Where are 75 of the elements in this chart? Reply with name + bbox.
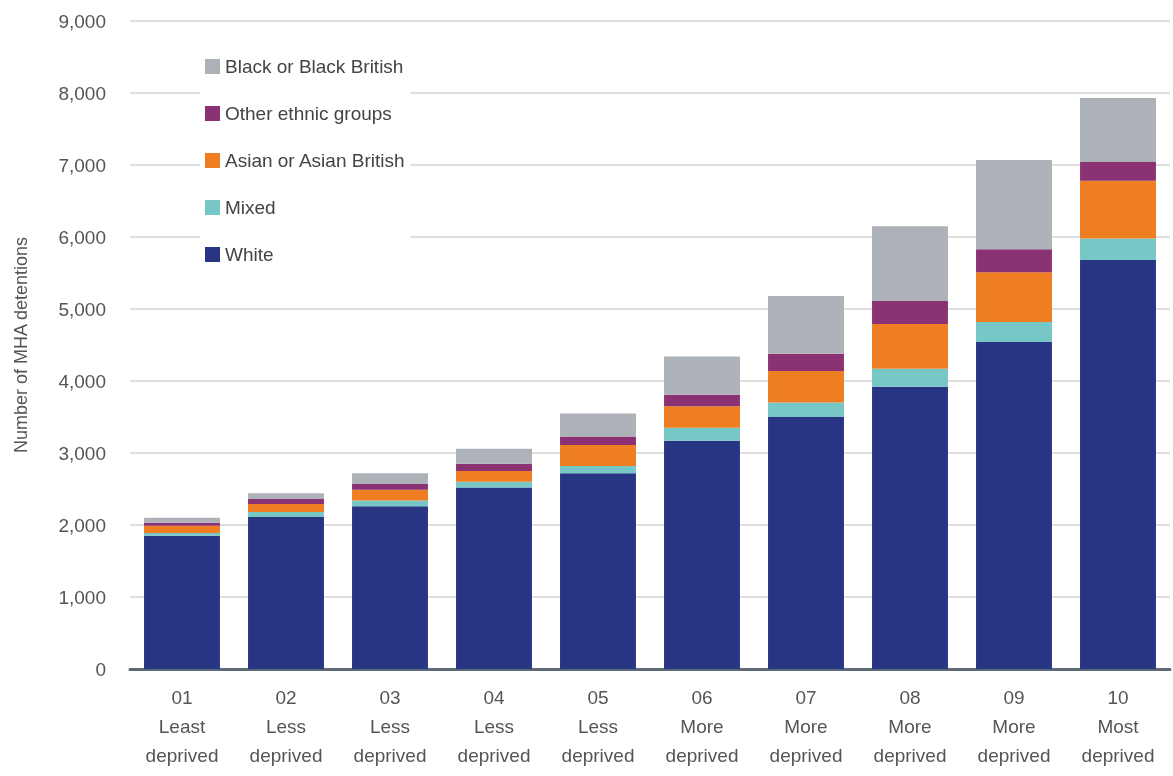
bar xyxy=(560,445,636,466)
x-tick-label: 09 More deprived xyxy=(977,687,1051,766)
x-tick-label: 03 Less deprived xyxy=(353,687,427,766)
x-tick-label: 05 Less deprived xyxy=(561,687,635,766)
bar xyxy=(872,386,948,669)
bar xyxy=(352,483,428,490)
y-axis-title: Number of MHA detentions xyxy=(11,236,31,454)
bar xyxy=(456,481,532,488)
bar xyxy=(664,356,740,395)
bar xyxy=(144,522,220,526)
bar xyxy=(248,499,324,505)
bar xyxy=(560,436,636,446)
bar xyxy=(1080,98,1156,163)
y-tick-label: 7,000 xyxy=(58,154,106,176)
bar xyxy=(768,296,844,354)
bar xyxy=(144,517,220,523)
bar xyxy=(560,473,636,669)
bar xyxy=(352,489,428,501)
bar xyxy=(768,353,844,371)
bar xyxy=(664,427,740,441)
bar xyxy=(1080,162,1156,181)
legend-label: Mixed xyxy=(225,197,276,218)
bar xyxy=(560,413,636,437)
x-tick-label: 01 Least deprived xyxy=(145,687,219,766)
bar xyxy=(768,402,844,417)
y-tick-label: 2,000 xyxy=(58,514,106,536)
bar xyxy=(664,394,740,407)
bar xyxy=(976,342,1052,669)
bar xyxy=(976,159,1052,250)
bar xyxy=(768,370,844,403)
bar xyxy=(248,493,324,500)
y-tick-label: 4,000 xyxy=(58,370,106,392)
bar xyxy=(456,471,532,482)
bar xyxy=(872,368,948,387)
x-tick-label: 08 More deprived xyxy=(873,687,947,766)
bar xyxy=(560,465,636,474)
y-tick-label: 0 xyxy=(95,658,106,680)
x-tick-label: 04 Less deprived xyxy=(457,687,531,766)
bar xyxy=(1080,238,1156,261)
x-tick-label: 07 More deprived xyxy=(769,687,843,766)
bar xyxy=(144,535,220,669)
bar xyxy=(144,525,220,533)
y-tick-label: 1,000 xyxy=(58,586,106,608)
bar xyxy=(248,517,324,669)
legend-label: Asian or Asian British xyxy=(225,150,405,171)
legend-label: Other ethnic groups xyxy=(225,103,392,124)
bar xyxy=(976,321,1052,343)
y-tick-label: 6,000 xyxy=(58,226,106,248)
bar xyxy=(1080,260,1156,669)
bar xyxy=(352,473,428,484)
bar xyxy=(456,463,532,471)
y-tick-label: 3,000 xyxy=(58,442,106,464)
bar xyxy=(1080,180,1156,239)
bar xyxy=(352,506,428,669)
bar xyxy=(248,504,324,513)
bar xyxy=(768,417,844,669)
y-tick-label: 8,000 xyxy=(58,82,106,104)
bar xyxy=(872,324,948,369)
bar xyxy=(872,301,948,325)
bar xyxy=(872,226,948,302)
x-tick-label: 02 Less deprived xyxy=(249,687,323,766)
y-tick-label: 9,000 xyxy=(58,10,106,32)
bar xyxy=(144,532,220,536)
x-tick-label: 06 More deprived xyxy=(665,687,739,766)
bar xyxy=(248,512,324,518)
bar xyxy=(456,448,532,464)
y-tick-label: 5,000 xyxy=(58,298,106,320)
bar xyxy=(976,272,1052,322)
x-tick-label: 10 Most deprived xyxy=(1081,687,1155,766)
bar xyxy=(456,487,532,669)
legend-label: White xyxy=(225,244,274,265)
bar xyxy=(976,249,1052,273)
bar xyxy=(664,440,740,669)
legend-label: Black or Black British xyxy=(225,56,404,77)
bar xyxy=(664,406,740,428)
